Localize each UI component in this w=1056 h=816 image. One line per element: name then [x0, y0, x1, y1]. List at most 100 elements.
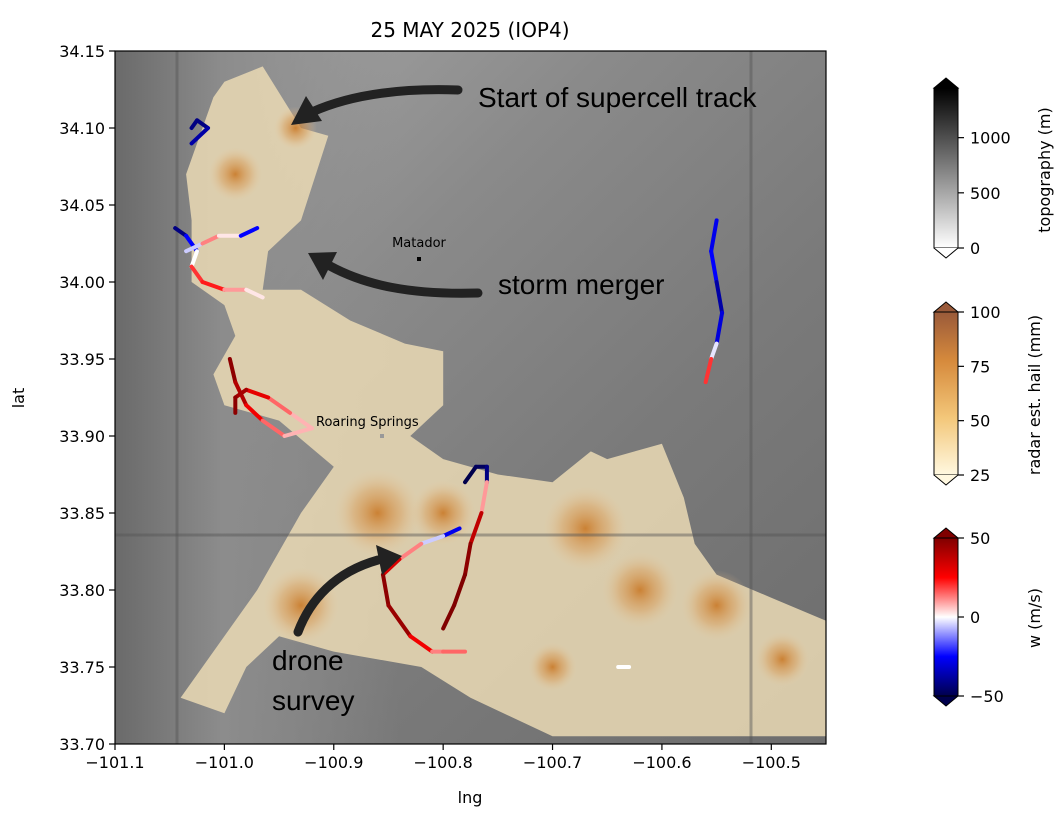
drone-track: [463, 464, 489, 485]
colorbar-tick-label: 500: [970, 184, 1001, 203]
x-axis: −101.1 −101.0 −100.9 −100.8 −100.7 −100.6 −100…: [85, 744, 801, 772]
drone-track: [189, 118, 210, 146]
drone-track: [441, 480, 489, 631]
track-segment: [200, 233, 221, 246]
annotation-text: survey: [272, 685, 354, 716]
track-segment: [380, 557, 402, 577]
y-tick-label: 34.10: [59, 119, 105, 138]
colorbar-tick-label: −50: [970, 687, 1004, 706]
track-segment: [282, 426, 314, 438]
annotation-drone-survey: drone survey: [272, 545, 402, 716]
colorbar-extend-max: [932, 527, 960, 539]
arrow-shaft: [325, 261, 483, 298]
track-segment: [441, 603, 457, 631]
arrow-head: [291, 96, 322, 125]
plot-area: [115, 51, 826, 744]
y-tick-label: 33.85: [59, 504, 105, 523]
hail-swath-layer: [180, 66, 826, 737]
drone-track: [173, 226, 265, 300]
track-segment: [714, 310, 725, 346]
colorbar-label: topography (m): [1035, 107, 1054, 232]
colorbar-extend-max: [932, 301, 960, 313]
track-segment: [386, 603, 413, 639]
town-matador: Matador: [392, 236, 447, 261]
colorbar-w: −50 0 50 w (m/s): [932, 527, 1044, 707]
hail-core: [681, 570, 752, 641]
hail-core: [334, 469, 422, 557]
track-segment: [244, 287, 265, 300]
track-segment: [189, 264, 205, 284]
annotation-text: storm merger: [498, 269, 664, 300]
drone-track: [227, 357, 314, 438]
track-segment: [463, 464, 478, 485]
track-segment: [238, 226, 260, 238]
town-marker: [380, 434, 384, 438]
colorbar-label: radar est. hail (mm): [1025, 315, 1044, 475]
y-tick-label: 33.70: [59, 735, 105, 754]
x-tick-label: −100.5: [742, 753, 801, 772]
track-segment: [260, 418, 287, 438]
colorbar-body: [933, 537, 959, 697]
chart-title: 25 MAY 2025 (IOP4): [370, 18, 569, 42]
x-tick-label: −100.6: [632, 753, 691, 772]
y-axis-label: lat: [9, 388, 28, 409]
track-segment: [452, 572, 468, 608]
track-segment: [714, 280, 725, 315]
drone-track: [184, 226, 260, 254]
x-tick-label: −100.7: [523, 753, 582, 772]
hail-core: [208, 147, 263, 202]
y-tick-label: 33.75: [59, 658, 105, 677]
track-segment: [244, 387, 271, 400]
track-segment: [397, 541, 424, 562]
track-segment: [709, 341, 719, 361]
drone-tracks: [173, 118, 725, 669]
colorbar-tick-label: 25: [970, 466, 990, 485]
y-tick-label: 34.05: [59, 196, 105, 215]
track-segment: [408, 634, 435, 654]
annotation-merger: storm merger: [308, 252, 664, 300]
track-segment: [244, 403, 265, 423]
x-tick-label: −100.9: [304, 753, 363, 772]
colorbar-ticks: 25 50 75 100: [958, 303, 1001, 485]
colorbar-tick-label: 100: [970, 303, 1001, 322]
colorbar-label: w (m/s): [1025, 588, 1044, 648]
track-segment: [479, 480, 489, 515]
y-tick-label: 33.95: [59, 350, 105, 369]
track-segment: [709, 218, 719, 254]
track-segment: [266, 395, 293, 415]
x-tick-label: −101.0: [195, 753, 254, 772]
hail-core: [528, 642, 577, 692]
track-segment: [288, 410, 314, 431]
colorbar-body: [933, 87, 959, 249]
hail-core: [542, 486, 628, 571]
track-segment: [233, 387, 249, 400]
track-segment: [189, 249, 200, 269]
y-tick-label: 34.15: [59, 42, 105, 61]
arrow-head: [376, 545, 402, 575]
colorbar-extend-min: [932, 695, 960, 707]
colorbar-body: [933, 311, 959, 476]
hail-core: [755, 632, 810, 687]
track-segment: [419, 534, 446, 546]
y-tick-label: 34.00: [59, 273, 105, 292]
arrow-head: [308, 252, 337, 280]
track-segment: [441, 526, 462, 539]
track-segment: [200, 280, 227, 292]
colorbar-extend-max: [932, 77, 960, 89]
track-segment: [468, 511, 484, 546]
plot-frame: [114, 50, 827, 745]
y-tick-label: 33.80: [59, 581, 105, 600]
colorbar-extend-min: [933, 247, 959, 259]
track-segment: [227, 357, 238, 385]
colorbar-tick-label: 50: [970, 529, 990, 548]
colorbar-tick-label: 50: [970, 412, 990, 431]
colorbar-topography: 0 500 1000 topography (m): [932, 77, 1054, 259]
y-axis: 33.70 33.75 33.80 33.85 33.90 33.95 34.00 34.05…: [59, 42, 115, 754]
track-segment: [703, 357, 714, 385]
track-segment: [380, 572, 391, 608]
colorbar-hail: 25 50 75 100 radar est. hail (mm): [932, 301, 1044, 486]
colorbar-tick-label: 75: [970, 357, 990, 376]
hail-core: [602, 552, 679, 628]
colorbar-ticks: −50 0 50: [958, 529, 1004, 706]
town-label: Roaring Springs: [316, 415, 419, 430]
